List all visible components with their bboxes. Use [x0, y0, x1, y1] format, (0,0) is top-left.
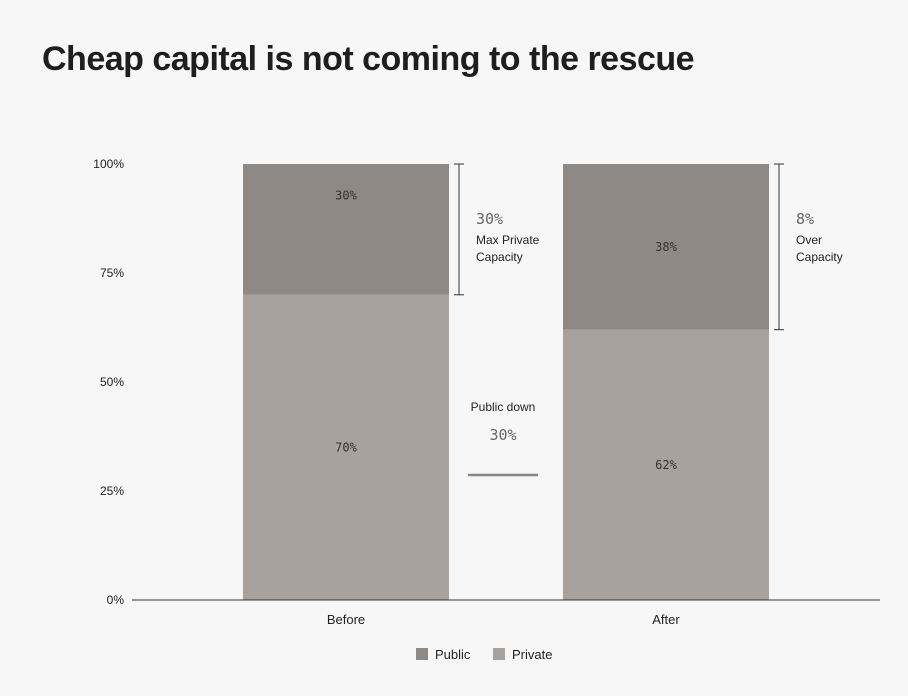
- annotation-public-down-text: Public down: [471, 400, 536, 414]
- x-axis-categories: Before After: [327, 612, 681, 627]
- bar-private-after: [563, 329, 769, 600]
- annotation-over-capacity-text: Over: [796, 233, 822, 247]
- bar-public-after: [563, 164, 769, 330]
- data-label: 30%: [335, 188, 357, 202]
- legend-swatch-private: [493, 648, 505, 660]
- annotation-max-private-value: 30%: [476, 210, 503, 228]
- y-tick-label: 50%: [100, 375, 124, 389]
- y-tick-label: 25%: [100, 484, 124, 498]
- bar-public-before: [243, 164, 449, 295]
- x-tick-label: After: [652, 612, 680, 627]
- chart-title: Cheap capital is not coming to the rescu…: [42, 40, 695, 78]
- y-tick-label: 0%: [107, 593, 125, 607]
- data-label: 70%: [335, 440, 357, 454]
- bar-private-before: [243, 294, 449, 600]
- legend-swatch-public: [416, 648, 428, 660]
- data-label: 62%: [655, 458, 677, 472]
- annotations: 30% Max Private Capacity 8% Over Capacity Publ…: [454, 163, 843, 477]
- legend-label-public: Public: [435, 647, 471, 662]
- x-tick-label: Before: [327, 612, 365, 627]
- annotation-public-down-value: 30%: [489, 426, 516, 444]
- y-axis-ticks: 0% 25% 50% 75% 100%: [93, 157, 124, 607]
- data-label: 38%: [655, 240, 677, 254]
- legend-label-private: Private: [512, 647, 552, 662]
- annotation-max-private-text: Capacity: [476, 250, 523, 264]
- bars: 70% 30% 62% 38%: [243, 164, 769, 600]
- annotation-max-private-text: Max Private: [476, 233, 540, 247]
- annotation-over-capacity-value: 8%: [796, 210, 814, 228]
- legend: Public Private: [416, 647, 552, 662]
- annotation-over-capacity-text: Capacity: [796, 250, 843, 264]
- y-tick-label: 100%: [93, 157, 124, 171]
- y-tick-label: 75%: [100, 266, 124, 280]
